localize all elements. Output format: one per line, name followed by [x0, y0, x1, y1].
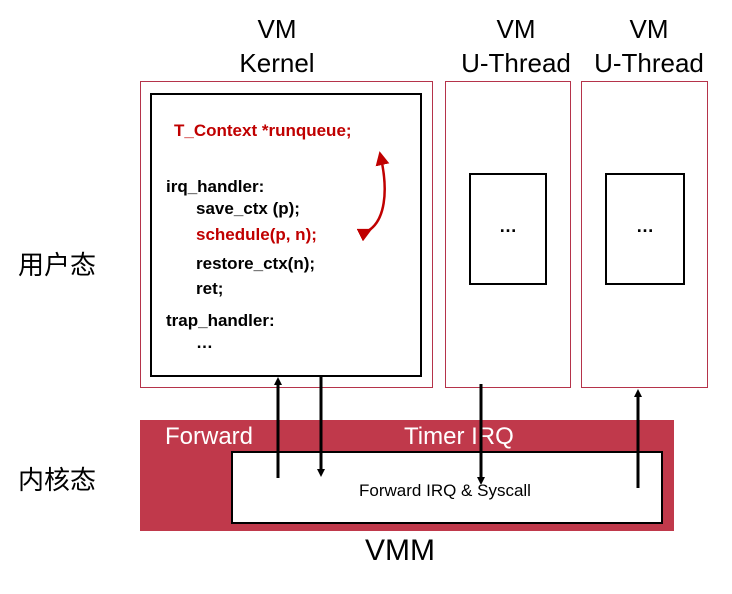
vm-kernel-title-line1: VM: [257, 14, 297, 44]
save-ctx-line: save_ctx (p);: [196, 199, 300, 218]
forward-label: Forward: [165, 423, 254, 450]
uthread-1-ellipsis: …: [499, 216, 517, 236]
kernel-mode-label: 内核态: [18, 466, 97, 496]
vm-uthread-2-title-line2: U-Thread: [594, 48, 704, 78]
uthread-2-ellipsis: …: [636, 216, 654, 236]
vm-kernel-title-line2: Kernel: [239, 48, 315, 78]
runqueue-declaration: T_Context *runqueue;: [174, 121, 352, 140]
vm-uthread-2-title: VM U-Thread: [574, 12, 724, 80]
vmm-title: VMM: [365, 534, 435, 567]
vm-uthread-1-title-line1: VM: [496, 14, 536, 44]
user-mode-label: 用户态: [18, 251, 97, 281]
restore-ctx-line: restore_ctx(n);: [196, 254, 316, 273]
vm-uthread-1-title: VM U-Thread: [441, 12, 591, 80]
forward-irq-syscall-label: Forward IRQ & Syscall: [359, 481, 531, 500]
trap-handler-body: …: [196, 333, 213, 352]
ret-line: ret;: [196, 279, 224, 298]
runqueue-schedule-arrow: [356, 151, 390, 242]
schedule-line: schedule(p, n);: [196, 225, 317, 244]
vm-uthread-2-title-line1: VM: [629, 14, 669, 44]
irq-handler-label: irq_handler:: [166, 177, 265, 196]
vm-uthread-1-title-line2: U-Thread: [461, 48, 571, 78]
trap-handler-label: trap_handler:: [166, 311, 275, 330]
vm-kernel-title: VM Kernel: [202, 12, 352, 80]
vmm-forward-box: [231, 451, 663, 524]
uthread-1-inner-box: [469, 173, 547, 285]
timer-irq-label: Timer IRQ: [404, 423, 514, 450]
uthread-2-inner-box: [605, 173, 685, 285]
